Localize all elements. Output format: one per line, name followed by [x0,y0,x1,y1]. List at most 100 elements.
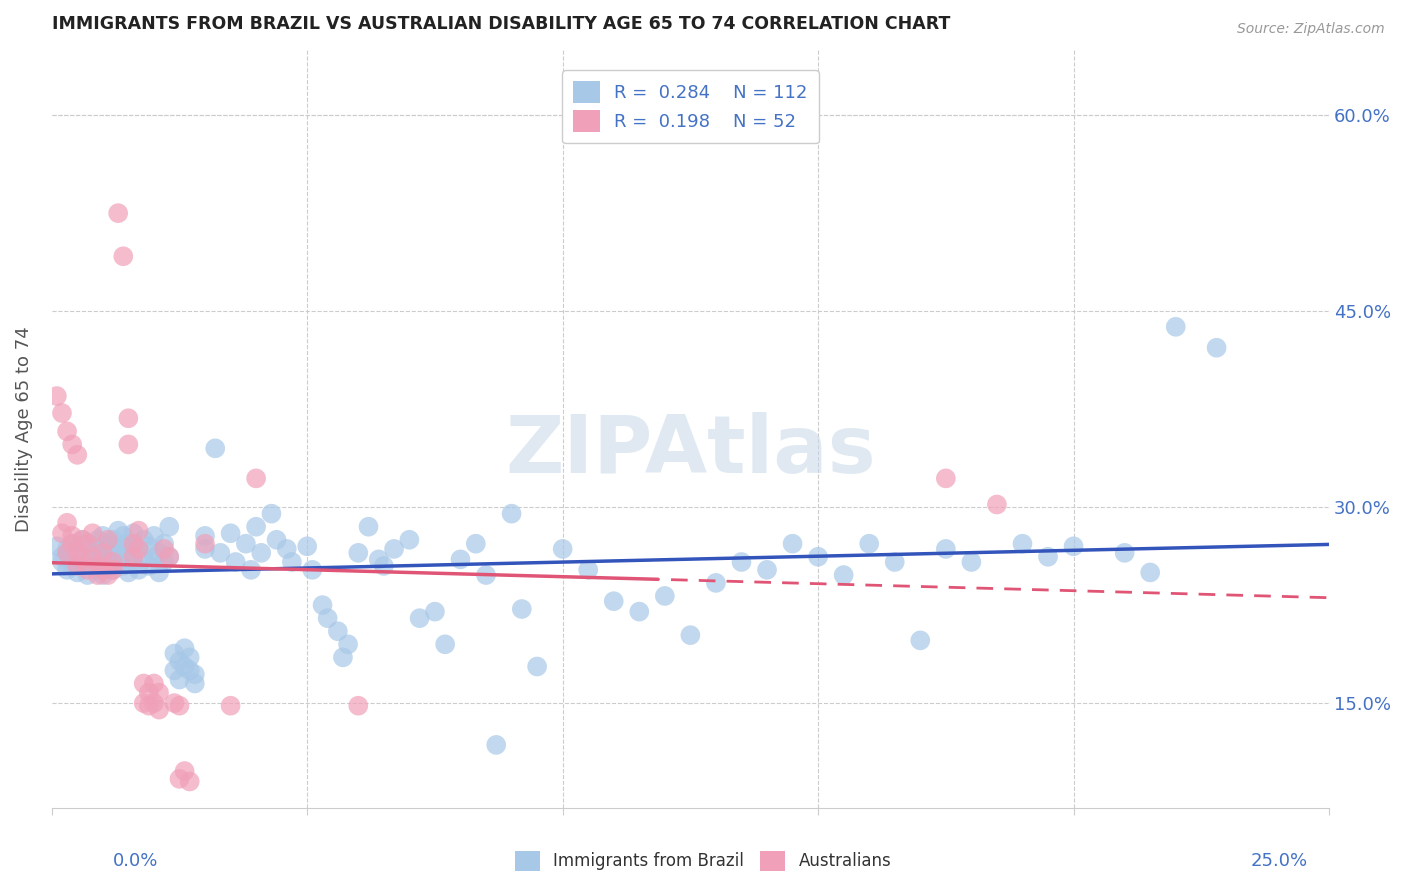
Point [935,471,957,485]
Point [117,411,139,425]
Point [82,539,104,553]
Point [245,519,267,533]
Point [1205,341,1227,355]
Point [169,654,191,668]
Point [76,546,98,560]
Point [66,546,89,560]
Point [148,566,170,580]
Point [60,552,83,566]
Point [357,519,380,533]
Point [782,537,804,551]
Point [117,437,139,451]
Point [76,563,98,577]
Point [510,602,533,616]
Point [1036,549,1059,564]
Point [194,529,217,543]
Point [450,552,472,566]
Point [142,529,165,543]
Point [91,529,114,543]
Point [373,558,395,573]
Point [347,698,370,713]
Point [332,650,354,665]
Point [910,633,932,648]
Point [117,546,139,560]
Text: 25.0%: 25.0% [1250,852,1308,870]
Point [56,546,79,560]
Point [704,575,727,590]
Point [112,558,135,573]
Point [311,598,333,612]
Point [756,563,779,577]
Point [138,686,160,700]
Point [157,549,180,564]
Point [153,555,176,569]
Point [179,664,201,678]
Point [935,541,957,556]
Point [157,519,180,533]
Point [1063,539,1085,553]
Point [82,549,104,564]
Point [654,589,676,603]
Point [132,696,155,710]
Point [72,549,94,564]
Point [122,546,145,560]
Point [76,537,98,551]
Point [122,526,145,541]
Point [56,425,79,439]
Point [475,568,498,582]
Point [169,698,191,713]
Point [219,698,242,713]
Point [883,555,905,569]
Point [603,594,626,608]
Point [107,546,129,560]
Point [72,555,94,569]
Point [60,537,83,551]
Point [986,498,1008,512]
Point [225,555,247,569]
Point [173,659,195,673]
Point [423,605,446,619]
Point [679,628,702,642]
Point [132,533,155,547]
Point [72,552,94,566]
Point [107,206,129,220]
Point [281,555,304,569]
Point [112,249,135,263]
Point [91,568,114,582]
Point [219,526,242,541]
Point [173,641,195,656]
Point [56,541,79,556]
Point [128,541,150,556]
Point [858,537,880,551]
Point [276,541,298,556]
Point [51,555,73,569]
Point [295,539,318,553]
Point [91,552,114,566]
Point [66,566,89,580]
Point [260,507,283,521]
Point [60,437,83,451]
Point [148,546,170,560]
Point [60,558,83,573]
Point [112,529,135,543]
Point [66,558,89,573]
Point [122,549,145,564]
Point [628,605,651,619]
Point [730,555,752,569]
Point [51,526,73,541]
Text: IMMIGRANTS FROM BRAZIL VS AUSTRALIAN DISABILITY AGE 65 TO 74 CORRELATION CHART: IMMIGRANTS FROM BRAZIL VS AUSTRALIAN DIS… [52,15,950,33]
Point [66,541,89,556]
Point [153,541,176,556]
Point [107,524,129,538]
Point [235,537,257,551]
Point [82,526,104,541]
Point [153,537,176,551]
Point [87,558,110,573]
Point [179,650,201,665]
Point [128,541,150,556]
Legend: Immigrants from Brazil, Australians: Immigrants from Brazil, Australians [506,842,900,880]
Point [551,541,574,556]
Point [128,563,150,577]
Legend: R =  0.284    N = 112, R =  0.198    N = 52: R = 0.284 N = 112, R = 0.198 N = 52 [562,70,818,144]
Point [91,546,114,560]
